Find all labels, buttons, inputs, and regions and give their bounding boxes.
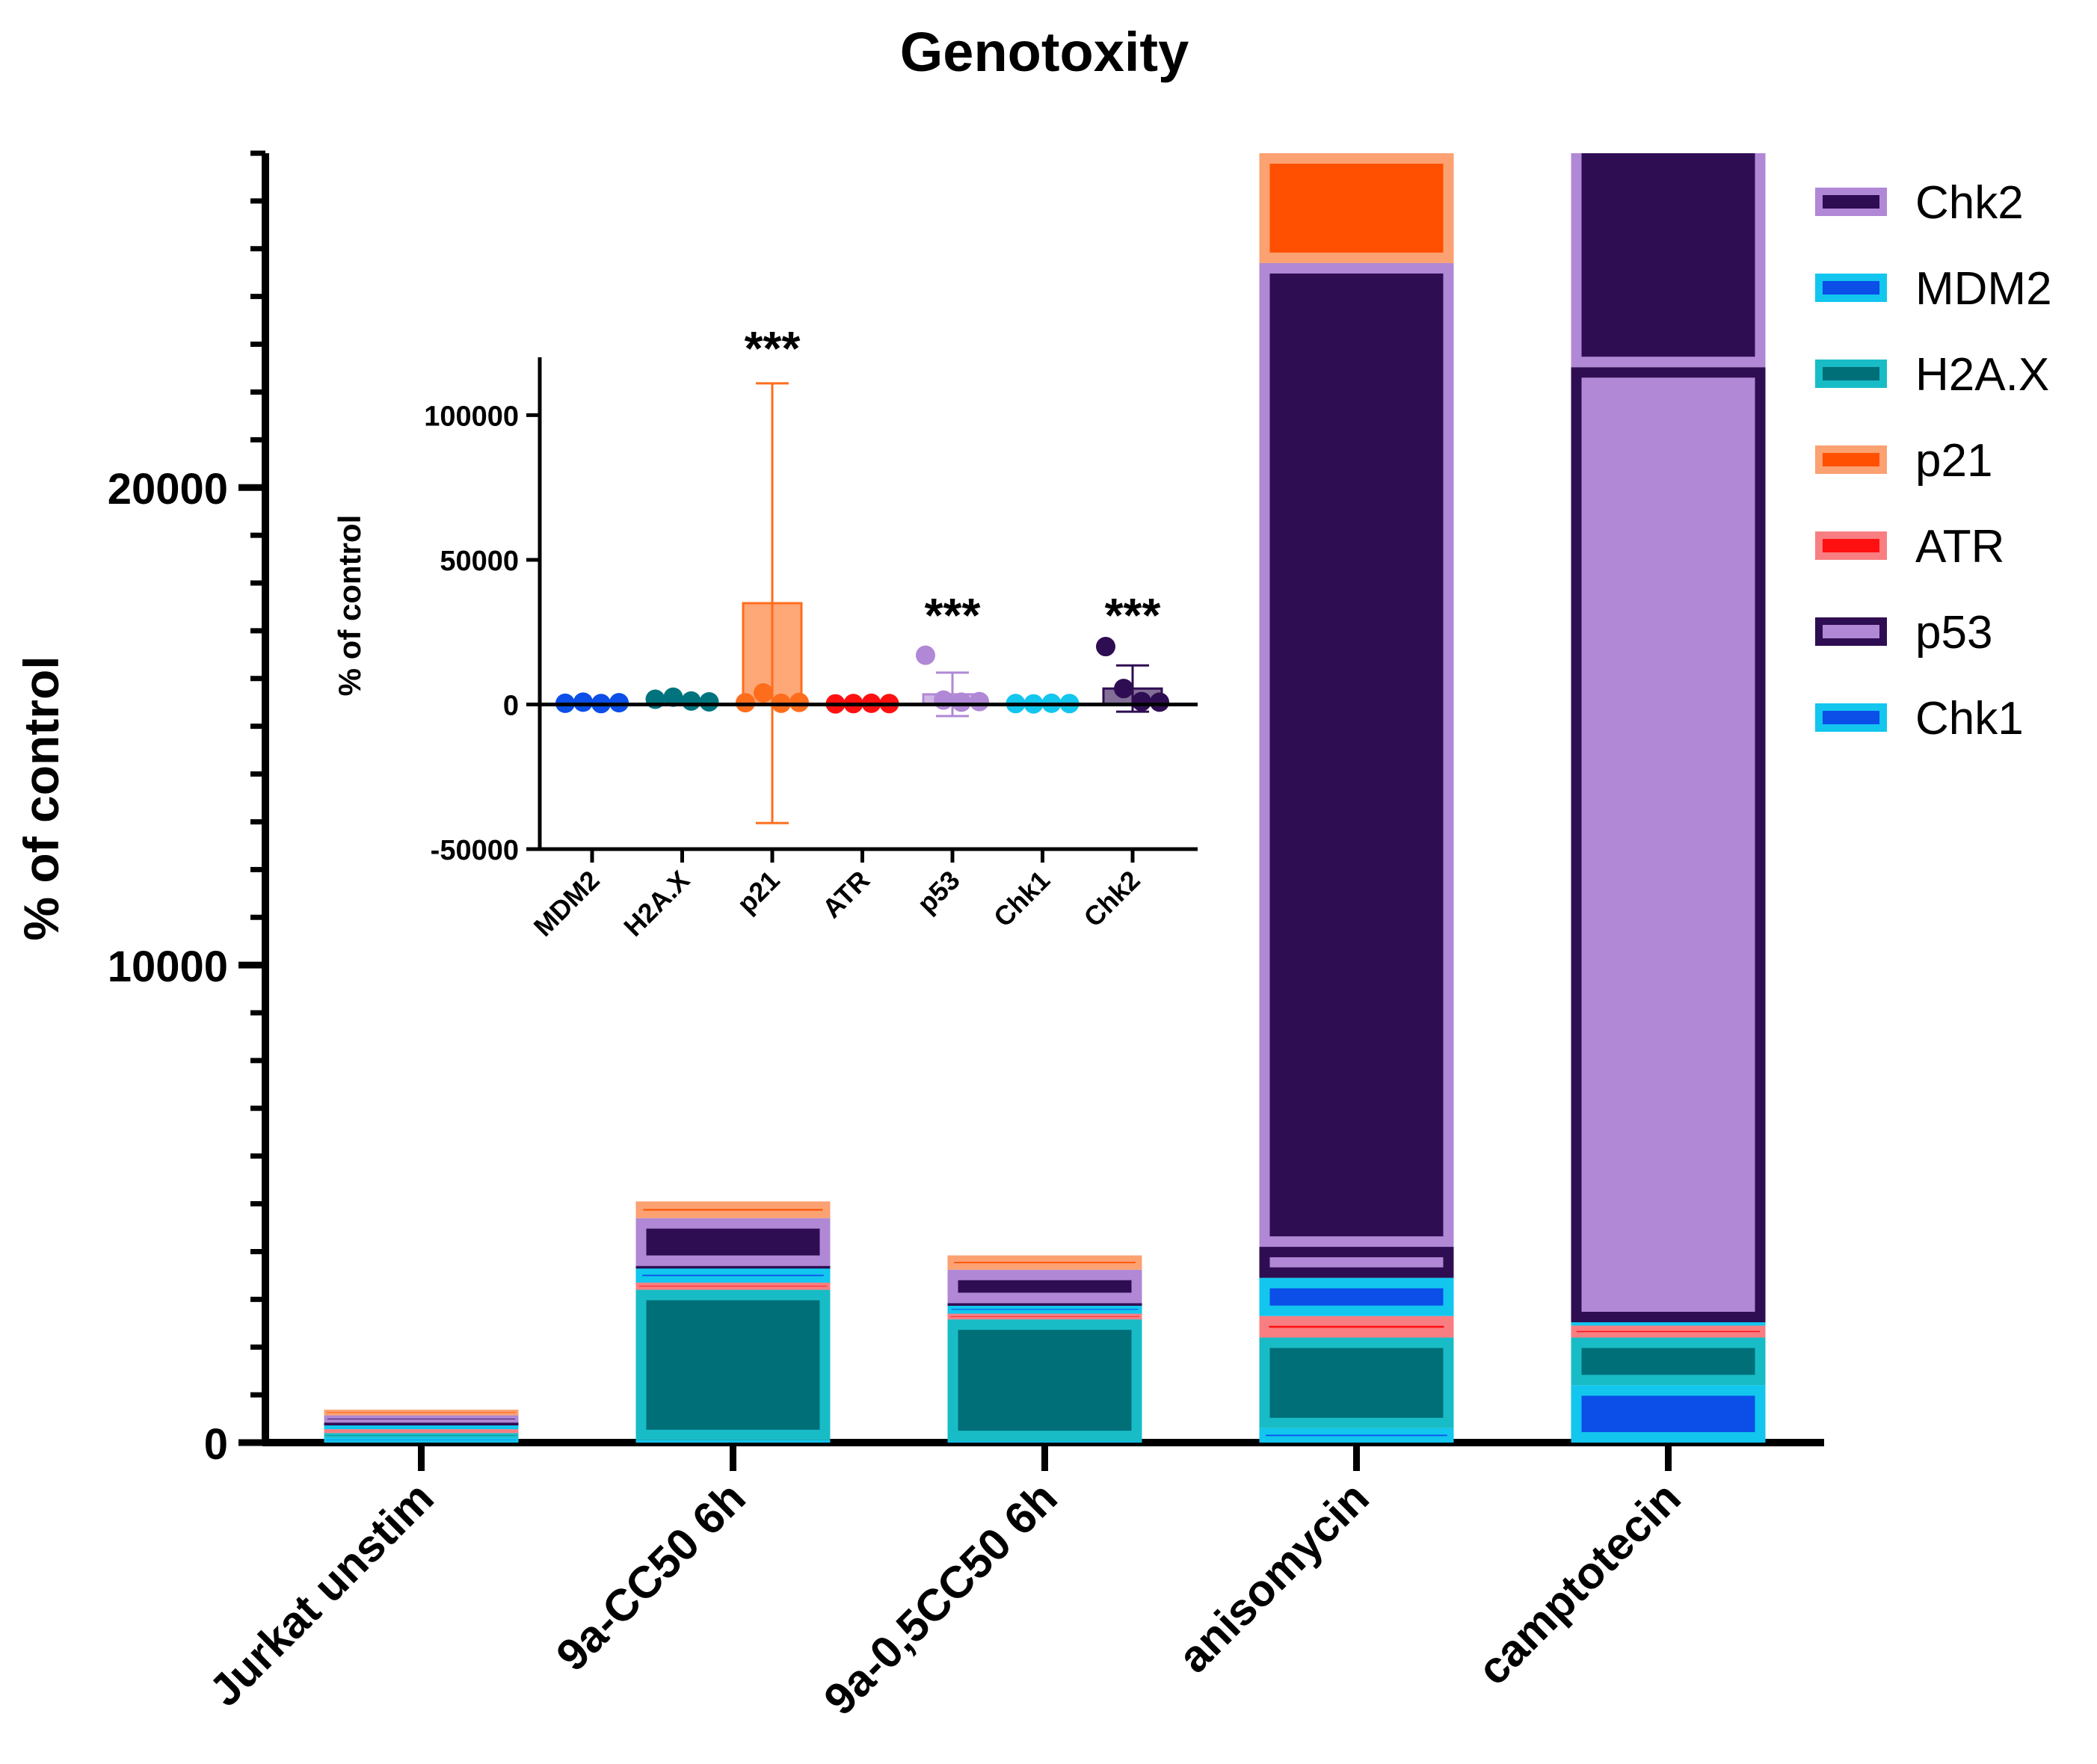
bar-segment-p21 (635, 1201, 831, 1218)
bar-segment-mdm2 (1259, 1277, 1454, 1316)
inset-data-point (1114, 679, 1133, 699)
inset-data-point (789, 692, 809, 712)
legend-label: p53 (1915, 607, 1992, 659)
inset-significance-label: *** (925, 588, 981, 642)
inset-data-point (952, 692, 971, 712)
inset-data-point (573, 692, 593, 712)
inset-y-tick-label: 0 (503, 690, 519, 721)
inset-x-tick-label: p21 (731, 865, 786, 919)
inset-data-point (1132, 691, 1151, 712)
bar-segment-chk2 (324, 1415, 519, 1423)
legend-label: H2A.X (1915, 349, 2049, 401)
bar-segment-atr (1571, 1325, 1766, 1338)
inset-x-tick-label: p53 (911, 865, 966, 919)
bar-segment-h2ax (324, 1433, 519, 1438)
x-tick-label: Jurkat unstim (200, 1472, 443, 1716)
inset-y-tick-label: 100000 (424, 401, 519, 432)
y-tick-label: 20000 (108, 465, 228, 514)
inset-x-tick-label: Chk1 (988, 865, 1056, 933)
inset-data-point (916, 645, 935, 665)
bar-segment-mdm2 (324, 1425, 519, 1430)
inset-data-point (663, 687, 683, 707)
bar-segment-p21 (324, 1409, 519, 1416)
bar-segment-p21 (1259, 153, 1454, 263)
legend-label: ATR (1915, 521, 2004, 573)
bar-segment-chk2 (635, 1218, 831, 1266)
bar-segment-chk1 (324, 1437, 519, 1443)
inset-data-point (699, 691, 719, 712)
legend-swatch-mdm2 (1815, 274, 1887, 302)
bar-segment-chk1 (1571, 1385, 1766, 1443)
bar-segment-chk2 (1571, 153, 1766, 368)
bar-segment-h2ax (947, 1319, 1142, 1442)
bar-segment-mdm2 (635, 1268, 831, 1283)
inset-x-tick-label: MDM2 (528, 865, 606, 943)
legend-label: p21 (1915, 435, 1992, 487)
y-axis-label: % of control (13, 656, 69, 940)
inset-data-point (681, 691, 701, 711)
bar-segment-p53 (324, 1422, 519, 1425)
bar-segment-p53 (635, 1265, 831, 1269)
bar-segment-atr (635, 1282, 831, 1290)
bar-segment-p53 (1259, 1247, 1454, 1278)
legend-swatch-chk2 (1815, 188, 1887, 216)
bars-group (324, 38, 1766, 1443)
y-tick-label: 10000 (108, 943, 228, 991)
bar-segment-chk1 (1259, 1428, 1454, 1443)
bar-segment-h2ax (635, 1289, 831, 1440)
legend-swatch-chk1 (1815, 703, 1887, 732)
bar-segment-chk2 (1259, 262, 1454, 1248)
bar-segment-h2ax (1259, 1337, 1454, 1428)
inset-data-point (934, 690, 953, 710)
chart-title: Genotoxity (900, 21, 1189, 83)
inset-significance-label: *** (1105, 588, 1161, 642)
legend-swatch-atr (1815, 531, 1887, 560)
bar-segment-p21 (947, 1255, 1142, 1270)
bar-segment-mdm2 (947, 1305, 1142, 1314)
x-tick-label: 9a-0,5CC50 6h (814, 1472, 1066, 1724)
legend-swatch-p53 (1815, 617, 1887, 646)
bar-segment-p53 (947, 1303, 1142, 1306)
y-tick-label: 0 (204, 1420, 228, 1469)
inset-x-tick-label: Chk2 (1077, 865, 1145, 933)
x-tick-label: camptotecin (1468, 1472, 1690, 1694)
legend-swatch-h2ax (1815, 360, 1887, 388)
bar-segment-atr (324, 1429, 519, 1434)
inset-data-point (1096, 637, 1115, 657)
bar-segment-p21 (1577, 38, 1761, 90)
inset-significance-label: *** (745, 321, 801, 375)
inset-x-tick-label: H2A.X (618, 865, 695, 943)
inset-data-point (754, 682, 773, 703)
inset-x-tick-label: ATR (816, 865, 875, 924)
inset-y-axis-label: % of control (332, 515, 367, 697)
legend-label: Chk1 (1915, 693, 2024, 744)
bar-segment-chk1 (635, 1440, 831, 1443)
x-tick-label: 9a-CC50 6h (546, 1472, 754, 1680)
x-tick-label: anisomycin (1168, 1472, 1379, 1683)
bar-segment-h2ax (1571, 1337, 1766, 1386)
legend-swatch-p21 (1815, 445, 1887, 474)
bar-segment-chk2 (947, 1269, 1142, 1304)
bar-segment-atr (947, 1313, 1142, 1320)
legend-label: MDM2 (1915, 263, 2052, 315)
inset-y-tick-label: 50000 (440, 546, 519, 577)
legend-label: Chk2 (1915, 177, 2024, 229)
bar-segment-atr (1259, 1316, 1454, 1338)
bar-segment-p53 (1571, 367, 1766, 1323)
inset-y-tick-label: -50000 (431, 835, 519, 866)
inset-data-point (1150, 692, 1169, 712)
inset-data-point (970, 691, 989, 712)
